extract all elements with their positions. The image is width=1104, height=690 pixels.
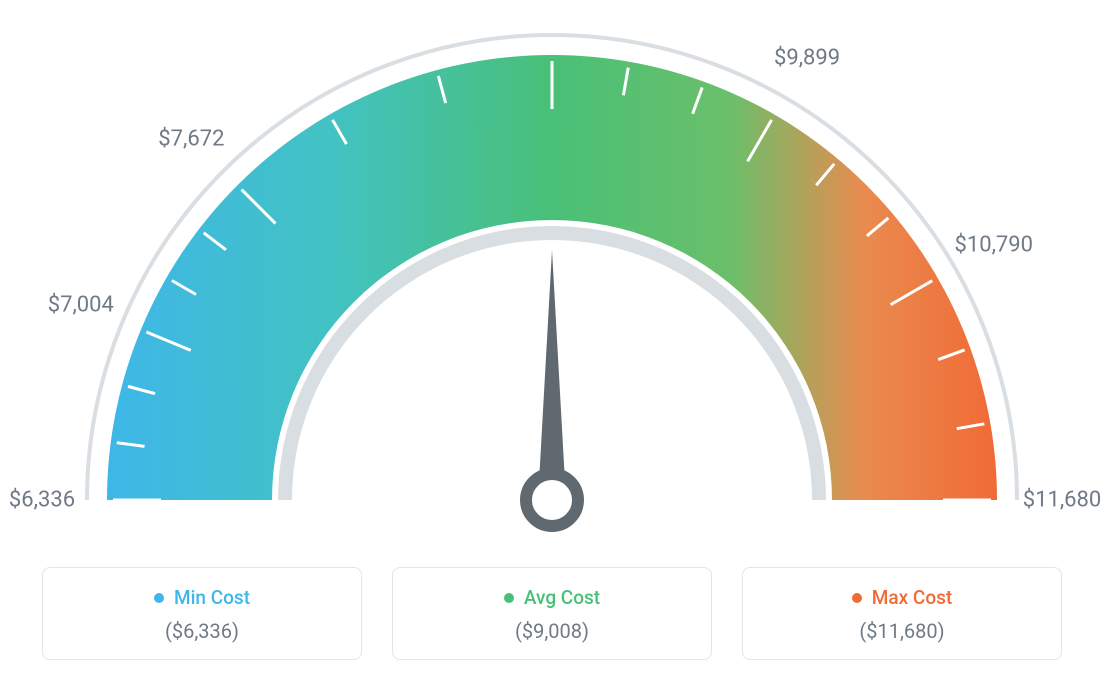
cost-gauge: $6,336 $7,004 $7,672 $9,008 $9,899 $10,790 $11… — [0, 0, 1104, 540]
gauge-tick-label: $11,680 — [1023, 488, 1102, 513]
legend-title-label: Max Cost — [872, 586, 952, 609]
legend-row: Min Cost ($6,336) Avg Cost ($9,008) Max … — [0, 567, 1104, 660]
dot-icon — [852, 593, 862, 603]
legend-title-max: Max Cost — [852, 586, 952, 609]
legend-title-label: Avg Cost — [524, 586, 600, 609]
gauge-tick-label: $6,336 — [9, 488, 75, 513]
gauge-svg — [0, 0, 1104, 540]
legend-card-avg: Avg Cost ($9,008) — [392, 567, 712, 660]
legend-card-max: Max Cost ($11,680) — [742, 567, 1062, 660]
legend-value-min: ($6,336) — [53, 619, 351, 643]
legend-value-max: ($11,680) — [753, 619, 1051, 643]
dot-icon — [504, 593, 514, 603]
legend-card-min: Min Cost ($6,336) — [42, 567, 362, 660]
gauge-tick-label: $7,004 — [48, 292, 114, 317]
legend-value-avg: ($9,008) — [403, 619, 701, 643]
dot-icon — [154, 593, 164, 603]
legend-title-min: Min Cost — [154, 586, 250, 609]
legend-title-avg: Avg Cost — [504, 586, 600, 609]
gauge-tick-label: $9,899 — [774, 46, 840, 71]
gauge-tick-label: $7,672 — [158, 127, 224, 152]
legend-title-label: Min Cost — [174, 586, 250, 609]
gauge-tick-label: $9,008 — [519, 0, 585, 3]
gauge-tick-label: $10,790 — [955, 233, 1034, 258]
